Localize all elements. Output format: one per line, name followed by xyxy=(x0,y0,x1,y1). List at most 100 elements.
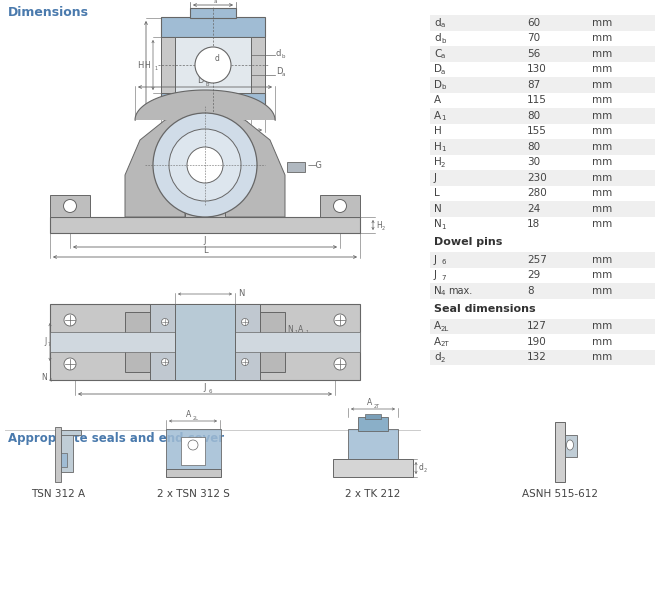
Text: ASNH 515-612: ASNH 515-612 xyxy=(522,489,598,499)
Text: A: A xyxy=(434,321,441,331)
Text: 6: 6 xyxy=(209,389,212,394)
Text: mm: mm xyxy=(592,142,612,152)
Bar xyxy=(430,283,655,298)
Text: D: D xyxy=(434,64,442,74)
Bar xyxy=(430,318,655,334)
Bar xyxy=(430,30,655,46)
Text: J: J xyxy=(434,173,437,183)
Text: 2L: 2L xyxy=(441,326,450,332)
Circle shape xyxy=(333,199,347,212)
Text: 1: 1 xyxy=(441,146,446,152)
Text: 1: 1 xyxy=(305,329,308,334)
Text: N: N xyxy=(434,204,442,213)
Text: 2 x TSN 312 S: 2 x TSN 312 S xyxy=(157,489,230,499)
Bar xyxy=(430,350,655,365)
Bar xyxy=(333,459,413,477)
Text: mm: mm xyxy=(592,204,612,213)
Text: A: A xyxy=(434,111,441,121)
Text: 4: 4 xyxy=(49,378,52,382)
Text: d: d xyxy=(434,352,441,362)
Bar xyxy=(190,8,236,18)
Text: mm: mm xyxy=(592,321,612,331)
Text: J: J xyxy=(44,337,47,346)
Bar xyxy=(166,469,221,477)
Text: Seal dimensions: Seal dimensions xyxy=(434,304,536,314)
Bar xyxy=(430,201,655,217)
Text: 1: 1 xyxy=(441,115,446,121)
Text: J: J xyxy=(204,236,207,245)
Text: TSN 312 A: TSN 312 A xyxy=(31,489,85,499)
Circle shape xyxy=(187,147,223,183)
Text: 56: 56 xyxy=(527,49,540,59)
Text: a: a xyxy=(214,0,218,4)
Text: J: J xyxy=(204,383,207,392)
Text: A: A xyxy=(367,398,373,407)
Bar xyxy=(358,417,388,431)
Text: d: d xyxy=(434,34,441,43)
Text: N: N xyxy=(434,285,442,296)
Bar xyxy=(430,46,655,62)
Text: N: N xyxy=(434,219,442,229)
Text: mm: mm xyxy=(592,64,612,74)
Text: mm: mm xyxy=(592,95,612,106)
Text: b: b xyxy=(206,82,210,87)
Text: C: C xyxy=(207,0,213,2)
Text: D: D xyxy=(276,68,282,76)
Bar xyxy=(348,429,398,459)
Circle shape xyxy=(64,358,76,370)
Text: 132: 132 xyxy=(527,352,547,362)
Text: N: N xyxy=(238,290,244,298)
Polygon shape xyxy=(225,115,285,217)
Bar xyxy=(430,185,655,201)
Bar xyxy=(161,17,265,37)
Text: 2: 2 xyxy=(441,357,446,363)
Text: 29: 29 xyxy=(527,270,540,280)
Text: d: d xyxy=(419,464,424,473)
Text: max.: max. xyxy=(448,285,472,296)
Text: 24: 24 xyxy=(527,204,540,213)
Text: A: A xyxy=(434,95,441,106)
Bar xyxy=(161,93,265,113)
Text: mm: mm xyxy=(592,111,612,121)
Bar xyxy=(125,312,285,372)
Bar xyxy=(430,15,655,30)
Text: 257: 257 xyxy=(527,255,547,265)
Bar xyxy=(430,268,655,283)
Bar xyxy=(430,123,655,139)
Bar xyxy=(430,108,655,123)
Text: mm: mm xyxy=(592,188,612,198)
Text: 2 x TK 212: 2 x TK 212 xyxy=(345,489,400,499)
Bar xyxy=(430,62,655,77)
Text: mm: mm xyxy=(592,80,612,90)
Bar xyxy=(55,427,61,482)
Bar xyxy=(50,195,90,217)
Text: 18: 18 xyxy=(527,219,540,229)
Bar xyxy=(61,432,73,472)
Bar xyxy=(430,139,655,154)
Circle shape xyxy=(195,47,231,83)
Bar xyxy=(50,304,360,380)
Bar xyxy=(175,37,251,93)
Bar xyxy=(185,115,225,217)
Text: 130: 130 xyxy=(527,64,546,74)
Text: 115: 115 xyxy=(527,95,547,106)
Text: b: b xyxy=(441,84,446,90)
Circle shape xyxy=(242,359,248,365)
Text: 230: 230 xyxy=(527,173,546,183)
Text: —G: —G xyxy=(308,160,323,170)
Text: Dimensions: Dimensions xyxy=(8,6,89,19)
Bar xyxy=(181,437,205,465)
Text: mm: mm xyxy=(592,219,612,229)
Bar xyxy=(166,429,221,469)
Circle shape xyxy=(188,440,198,450)
Circle shape xyxy=(242,318,248,326)
Polygon shape xyxy=(125,115,185,217)
Bar xyxy=(430,93,655,108)
Text: mm: mm xyxy=(592,157,612,167)
Text: 8: 8 xyxy=(527,285,534,296)
Text: d: d xyxy=(215,54,220,63)
Text: H: H xyxy=(434,126,442,136)
Text: N: N xyxy=(287,325,293,334)
Text: A: A xyxy=(187,410,192,419)
Text: 155: 155 xyxy=(527,126,547,136)
